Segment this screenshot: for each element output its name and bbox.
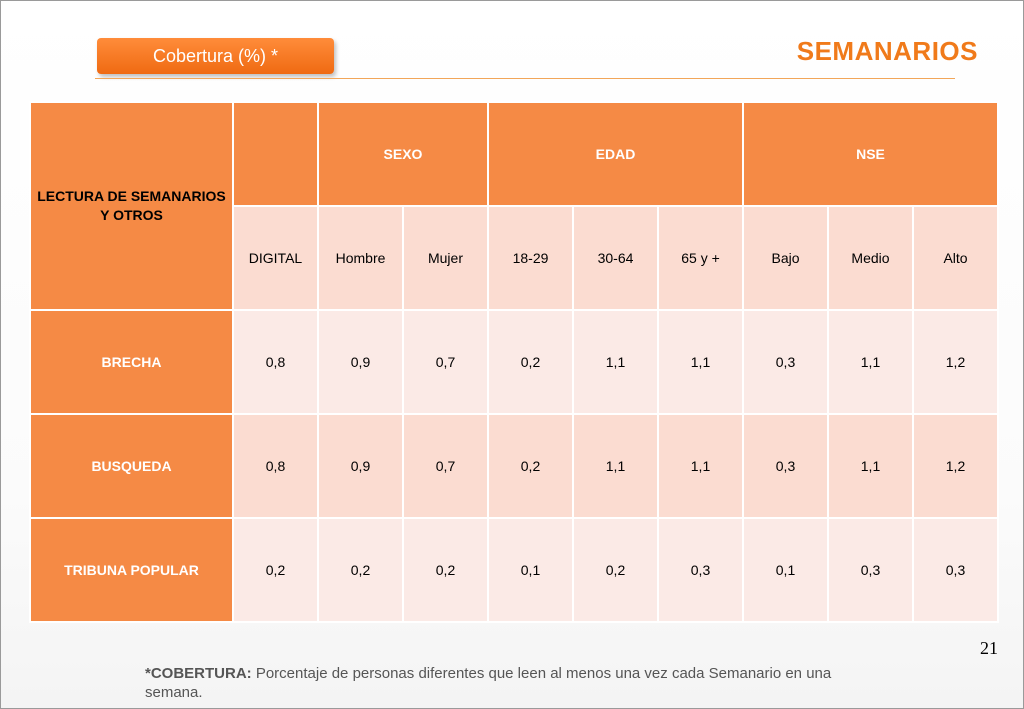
table-cell: 0,2 (232, 517, 319, 623)
table-cell: 0,3 (912, 517, 999, 623)
table-cell: 1,1 (827, 309, 914, 415)
table-cell: 0,1 (742, 517, 829, 623)
table-cell: 0,1 (487, 517, 574, 623)
table-cell: 0,9 (317, 309, 404, 415)
table-cell: 1,1 (572, 309, 659, 415)
table-cell: 1,1 (572, 413, 659, 519)
subheader-cell: 18-29 (487, 205, 574, 311)
title-divider (95, 78, 955, 79)
table-cell: 1,2 (912, 413, 999, 519)
subheader-cell: 65 y + (657, 205, 744, 311)
subheader-cell: Alto (912, 205, 999, 311)
table-cell: 0,3 (827, 517, 914, 623)
subheader-cell: DIGITAL (232, 205, 319, 311)
table-row: BRECHA 0,8 0,9 0,7 0,2 1,1 1,1 0,3 1,1 1… (29, 309, 999, 415)
subheader-cell: Bajo (742, 205, 829, 311)
table-cell: 0,9 (317, 413, 404, 519)
table-cell: 0,7 (402, 309, 489, 415)
table-cell: 0,2 (487, 413, 574, 519)
table-cell: 0,7 (402, 413, 489, 519)
row-label: BRECHA (29, 309, 234, 415)
page-number: 21 (980, 638, 998, 658)
subheader-cell: Hombre (317, 205, 404, 311)
table-cell: 0,2 (487, 309, 574, 415)
subheader-cell: Mujer (402, 205, 489, 311)
group-header-edad: EDAD (487, 101, 744, 207)
group-header-empty (232, 101, 319, 207)
table-cell: 0,8 (232, 413, 319, 519)
table-cell: 0,2 (402, 517, 489, 623)
table-row: BUSQUEDA 0,8 0,9 0,7 0,2 1,1 1,1 0,3 1,1… (29, 413, 999, 519)
subheader-cell: 30-64 (572, 205, 659, 311)
group-header-sexo: SEXO (317, 101, 489, 207)
row-label: TRIBUNA POPULAR (29, 517, 234, 623)
section-badge: Cobertura (%) * (97, 38, 334, 74)
row-label: BUSQUEDA (29, 413, 234, 519)
footnote: *COBERTURA: Porcentaje de personas difer… (145, 664, 885, 702)
group-header-nse: NSE (742, 101, 999, 207)
subheader-row: DIGITAL Hombre Mujer 18-29 30-64 65 y + … (30, 205, 999, 311)
table-cell: 1,1 (827, 413, 914, 519)
table-cell: 0,3 (657, 517, 744, 623)
table-corner-label: LECTURA DE SEMANARIOS Y OTROS (29, 101, 234, 311)
table-cell: 1,1 (657, 413, 744, 519)
coverage-table: LECTURA DE SEMANARIOS Y OTROS SEXO EDAD … (29, 101, 999, 623)
footnote-term: *COBERTURA: (145, 665, 252, 682)
table-cell: 0,2 (317, 517, 404, 623)
table-cell: 0,3 (742, 413, 829, 519)
table-cell: 1,2 (912, 309, 999, 415)
group-header-row: LECTURA DE SEMANARIOS Y OTROS SEXO EDAD … (29, 101, 999, 311)
table-cell: 0,3 (742, 309, 829, 415)
footnote-text: Porcentaje de personas diferentes que le… (145, 665, 832, 701)
subheader-cell: Medio (827, 205, 914, 311)
table-cell: 1,1 (657, 309, 744, 415)
section-badge-label: Cobertura (%) * (152, 45, 279, 66)
table-cell: 0,2 (572, 517, 659, 623)
page-title: SEMANARIOS (796, 36, 978, 66)
table-row: TRIBUNA POPULAR 0,2 0,2 0,2 0,1 0,2 0,3 … (29, 517, 999, 623)
table-cell: 0,8 (232, 309, 319, 415)
